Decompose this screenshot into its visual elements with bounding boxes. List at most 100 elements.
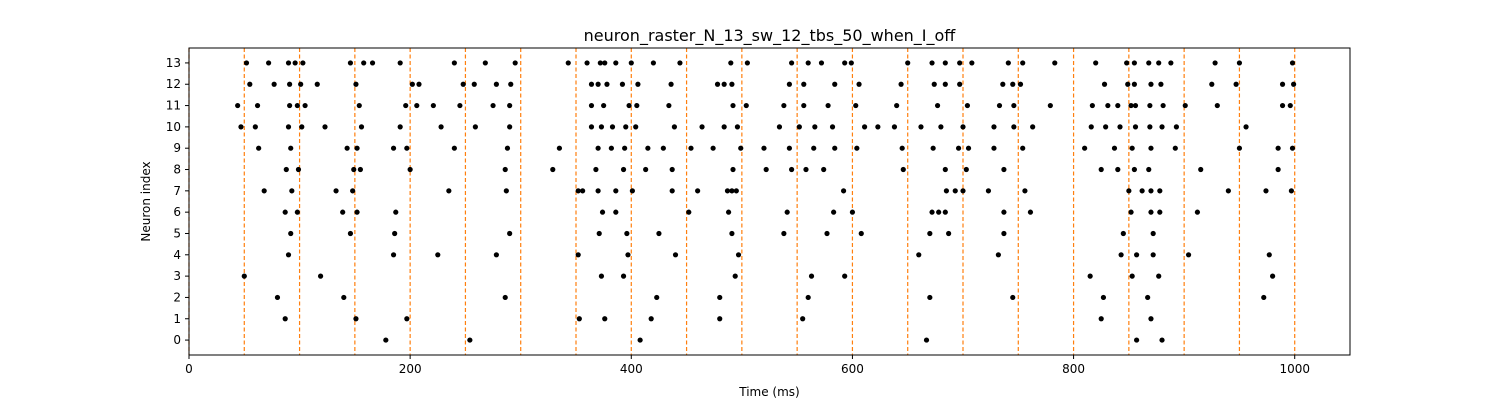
spike-point: [383, 337, 389, 343]
spike-point: [1194, 209, 1201, 215]
spike-point: [282, 209, 288, 215]
spike-point: [1148, 145, 1154, 151]
spike-point: [1146, 166, 1152, 173]
spike-point: [929, 60, 935, 66]
spike-point: [942, 209, 948, 215]
spike-markers: [235, 60, 1297, 343]
spike-point: [416, 81, 422, 87]
spike-point: [300, 60, 306, 66]
spike-point: [946, 230, 952, 237]
spike-point: [1082, 145, 1088, 151]
spike-point: [288, 230, 294, 237]
spike-point: [1098, 166, 1104, 173]
y-tick-label: 5: [173, 226, 181, 240]
spike-point: [943, 188, 950, 194]
spike-point: [457, 102, 463, 109]
spike-point: [805, 60, 811, 66]
spike-point: [565, 60, 571, 66]
spike-point: [467, 337, 473, 343]
spike-point: [1005, 60, 1011, 66]
spike-point: [1160, 102, 1166, 109]
spike-point: [575, 252, 581, 258]
spike-point: [599, 209, 606, 215]
spike-point: [289, 188, 295, 194]
spike-point: [596, 230, 602, 237]
spike-point: [287, 102, 293, 109]
spike-point: [789, 60, 795, 66]
spike-point: [1182, 102, 1188, 109]
spike-point: [285, 252, 292, 258]
spike-point: [1105, 102, 1111, 109]
spike-point: [801, 102, 807, 109]
spike-point: [1126, 188, 1132, 194]
spike-point: [717, 316, 723, 322]
spike-point: [602, 60, 608, 66]
spike-point: [397, 124, 403, 130]
spike-point: [1236, 145, 1243, 151]
spike-point: [942, 166, 948, 173]
spike-point: [1148, 81, 1154, 87]
spike-point: [1098, 316, 1104, 322]
spike-point: [235, 102, 241, 109]
spike-point: [341, 294, 347, 301]
spike-point: [964, 102, 971, 109]
spike-point: [1158, 81, 1164, 87]
spike-point: [1150, 252, 1156, 258]
spike-point: [1148, 209, 1154, 215]
spike-point: [288, 145, 294, 151]
spike-point: [292, 60, 298, 66]
plot-area-frame: [188, 47, 1351, 356]
spike-point: [502, 294, 508, 301]
x-tick-label: 400: [620, 362, 643, 376]
spike-point: [729, 188, 735, 194]
spike-point: [1030, 124, 1036, 130]
spike-point: [472, 124, 478, 130]
spike-point: [1236, 60, 1243, 66]
spike-point: [283, 166, 289, 173]
x-tick-label: 200: [399, 362, 422, 376]
spike-point: [507, 102, 513, 109]
spike-point: [490, 102, 496, 109]
spike-point: [991, 145, 997, 151]
spike-point: [786, 145, 793, 151]
spike-point: [695, 188, 701, 194]
spike-point: [786, 81, 793, 87]
spike-point: [493, 252, 499, 258]
spike-point: [1129, 273, 1135, 279]
spike-point: [923, 337, 930, 343]
spike-point: [597, 60, 603, 66]
spike-point: [620, 273, 627, 279]
x-axis-label: Time (ms): [738, 385, 800, 399]
spike-point: [898, 81, 904, 87]
spike-point: [1212, 60, 1218, 66]
spike-point: [824, 230, 830, 237]
spike-point: [677, 60, 683, 66]
spike-point: [929, 209, 935, 215]
spike-point: [714, 81, 721, 87]
spike-point: [404, 145, 410, 151]
spike-point: [660, 145, 666, 151]
spike-point: [899, 145, 905, 151]
spike-point: [729, 81, 735, 87]
spike-point: [261, 188, 267, 194]
spike-point: [1010, 294, 1016, 301]
spike-point: [409, 81, 415, 87]
spike-point: [1214, 102, 1220, 109]
spike-point: [1001, 209, 1007, 215]
spike-point: [241, 273, 247, 279]
spike-point: [393, 209, 399, 215]
spike-point: [821, 166, 827, 173]
spike-point: [789, 166, 795, 173]
spike-point: [576, 316, 582, 322]
spike-point: [721, 124, 727, 130]
spike-point: [580, 188, 586, 194]
spike-point: [344, 145, 350, 151]
spike-point: [357, 166, 363, 173]
spike-point: [900, 166, 906, 173]
x-tick-label: 0: [185, 362, 193, 376]
spike-point: [1172, 145, 1178, 151]
spike-point: [435, 252, 441, 258]
